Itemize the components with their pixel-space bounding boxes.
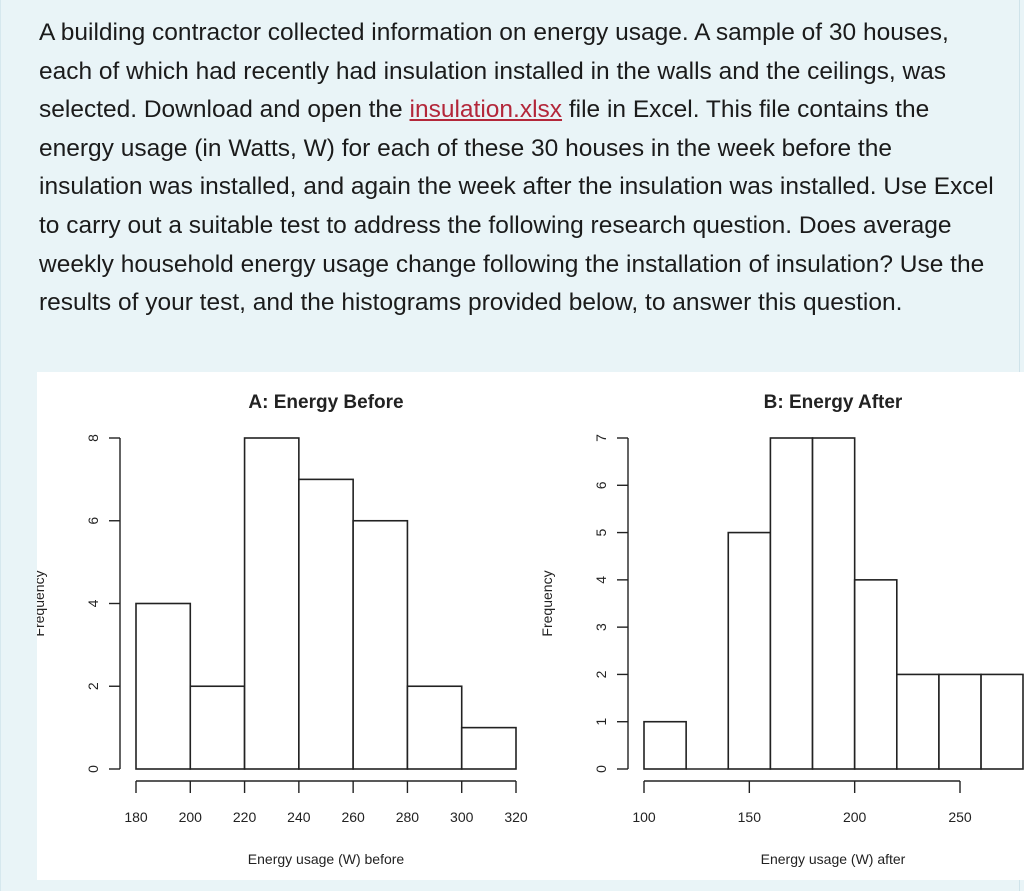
y-tick-label: 4 [593,576,609,584]
histogram-bar [298,478,354,770]
histogram-bar [938,673,982,770]
histogram-bar [243,437,300,770]
histogram-figure: A: Energy Before 0 2 4 6 8 Frequency 180 200 220 2… [37,372,1024,880]
histogram-bar [189,685,246,770]
histogram-bar [769,437,814,770]
x-tick-label: 280 [396,809,420,825]
histogram-bar [352,519,409,770]
y-tick-label: 0 [85,765,101,773]
y-axis-label: Frequency [37,570,47,636]
histograms-svg: A: Energy Before 0 2 4 6 8 Frequency 180 200 220 2… [37,392,1024,867]
chart-title: B: Energy After [764,392,903,413]
x-axis-label: Energy usage (W) before [248,851,405,867]
histogram-bar [853,579,898,770]
question-text: A building contractor collected informat… [39,14,999,323]
question-text-part: file in Excel. This file contains the en… [39,96,994,317]
x-tick-label: 260 [341,809,365,825]
y-tick-label: 2 [85,682,101,690]
x-tick-label: 200 [843,809,867,825]
histogram-bar [406,685,463,770]
y-tick-label: 6 [85,517,101,525]
question-text-part: A building contractor collected informat… [39,19,949,124]
y-tick-label: 7 [593,434,609,442]
x-tick-label: 220 [233,809,257,825]
insulation-file-link[interactable]: insulation.xlsx [409,96,563,124]
y-tick-label: 6 [593,481,609,489]
y-tick-label: 0 [593,765,609,773]
x-tick-label: 180 [124,809,148,825]
y-tick-label: 2 [593,670,609,678]
x-tick-label: 150 [738,809,762,825]
histogram-bar [980,673,1024,770]
chart-title: A: Energy Before [248,392,403,413]
histogram-bar [460,726,517,770]
x-tick-label: 100 [632,809,656,825]
x-tick-label: 320 [504,809,528,825]
y-tick-label: 8 [85,434,101,442]
histogram-bar [895,673,940,770]
y-tick-label: 5 [593,528,609,536]
x-tick-label: 240 [287,809,311,825]
y-tick-label: 1 [593,718,609,726]
histogram-bar [811,437,856,770]
y-axis-label: Frequency [539,570,555,636]
y-tick-label: 3 [593,623,609,631]
y-tick-label: 4 [85,599,101,607]
x-tick-label: 200 [179,809,203,825]
histogram-bar [135,602,192,770]
histogram-bar [727,531,772,770]
x-tick-label: 250 [948,809,972,825]
x-axis-label: Energy usage (W) after [761,851,906,867]
histogram-bar [643,720,687,770]
x-tick-label: 300 [450,809,474,825]
